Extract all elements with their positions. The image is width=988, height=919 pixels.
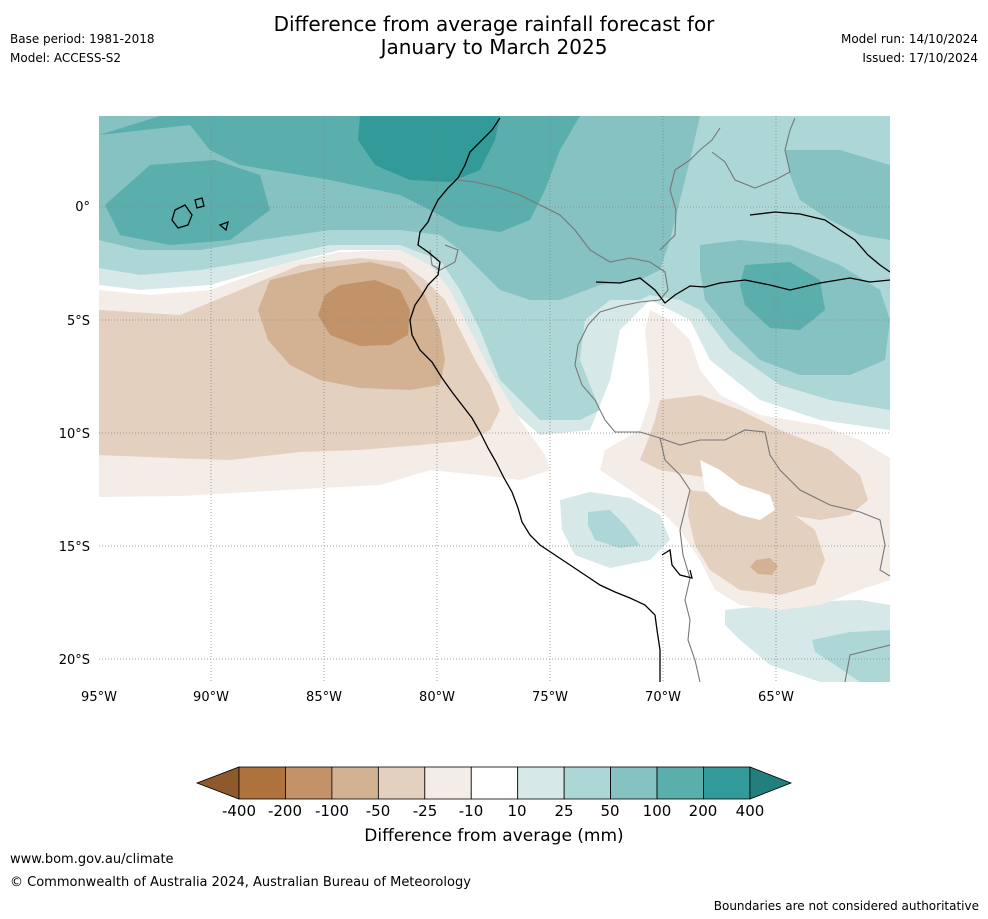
lon-label: 75°W [532, 690, 568, 705]
colorbar-tick: 25 [554, 802, 573, 820]
colorbar-tick-labels: -400 -200 -100 -50 -25 -10 10 25 50 100 … [222, 802, 764, 820]
model-run-label: Model run: 14/10/2024 [840, 32, 978, 46]
lon-label: 80°W [419, 690, 455, 705]
colorbar-swatch [285, 766, 333, 800]
issued-label: Issued: 17/10/2024 [862, 51, 978, 65]
graticule [99, 116, 890, 682]
lat-label: 0° [75, 200, 90, 215]
colorbar-swatch [703, 766, 751, 800]
colorbar-tick: -400 [222, 802, 256, 820]
rainfall-map: 0° 5°S 10°S 15°S 20°S 95°W 90°W 85°W 80°… [59, 116, 890, 705]
dry-anomaly-fields [99, 250, 890, 610]
colorbar-tick: -50 [366, 802, 391, 820]
wet-field-south-50 [588, 510, 890, 682]
title-line-1: Difference from average rainfall forecas… [273, 12, 715, 36]
colorbar-tick: -100 [315, 802, 349, 820]
colorbar-extend-high [749, 766, 793, 800]
colorbar-swatch [470, 766, 519, 800]
lon-label: 90°W [193, 690, 229, 705]
coastline [171, 117, 890, 682]
lon-label: 70°W [645, 690, 681, 705]
map-title: Difference from average rainfall forecas… [0, 13, 988, 59]
footer-copyright: © Commonwealth of Australia 2024, Austra… [10, 875, 471, 890]
colorbar-swatch [563, 766, 612, 800]
neutral-field-inland [700, 460, 775, 520]
lat-label: 15°S [59, 540, 90, 555]
colorbar-tick: 200 [689, 802, 718, 820]
wet-field-100 [99, 116, 890, 375]
dry-field-100 [318, 280, 410, 346]
lat-label: 5°S [67, 314, 90, 329]
lon-label: 65°W [758, 690, 794, 705]
lon-label: 95°W [81, 690, 117, 705]
colorbar-swatches [195, 766, 793, 800]
wet-field-south-25 [560, 492, 890, 682]
colorbar-swatch [377, 766, 426, 800]
lat-label: 10°S [59, 427, 90, 442]
wet-field-200 [99, 116, 825, 330]
base-period-label: Base period: 1981-2018 [10, 32, 155, 46]
colorbar-tick: 50 [600, 802, 619, 820]
colorbar-tick: 100 [643, 802, 672, 820]
colorbar-tick: 10 [507, 802, 526, 820]
colorbar-tick: 400 [736, 802, 765, 820]
colorbar-tick: -25 [413, 802, 438, 820]
country-borders [429, 117, 890, 682]
footer-note: Boundaries are not considered authoritat… [713, 899, 979, 913]
lat-label: 20°S [59, 653, 90, 668]
model-label: Model: ACCESS-S2 [10, 51, 122, 65]
colorbar-tick: -200 [268, 802, 302, 820]
colorbar-swatch [331, 766, 379, 800]
colorbar-swatch [424, 766, 472, 800]
footer-url: www.bom.gov.au/climate [10, 852, 174, 867]
title-line-2: January to March 2025 [380, 35, 608, 59]
lon-label: 85°W [306, 690, 342, 705]
wet-anomaly-fields [99, 116, 890, 682]
colorbar-swatch [656, 766, 704, 800]
colorbar-swatch [610, 766, 658, 800]
colorbar-caption: Difference from average (mm) [364, 826, 624, 846]
colorbar-extend-low [195, 766, 240, 800]
colorbar-tick: -10 [459, 802, 484, 820]
colorbar-swatch [238, 766, 286, 800]
colorbar-swatch [517, 766, 565, 800]
